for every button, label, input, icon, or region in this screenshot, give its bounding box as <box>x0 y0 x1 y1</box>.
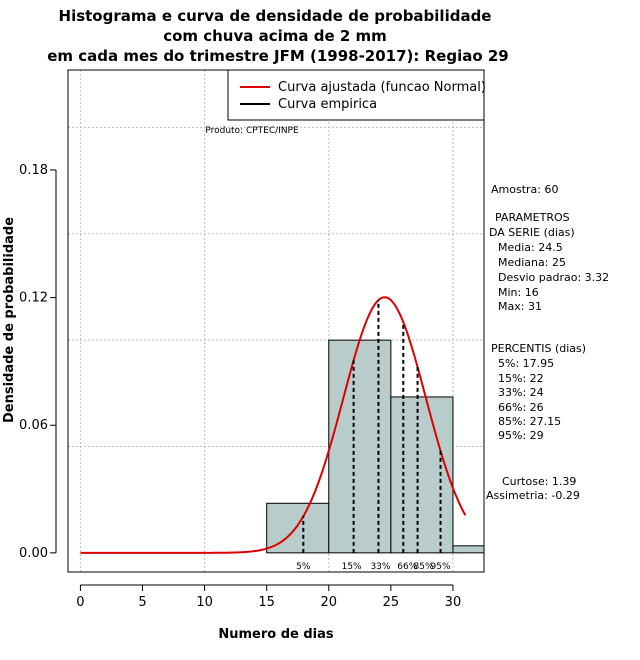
legend: Curva ajustada (funcao Normal) Curva emp… <box>227 69 486 121</box>
chart-title-line-1: Histograma e curva de densidade de proba… <box>59 7 492 25</box>
stat-percentis-title: PERCENTIS (dias) <box>491 342 586 355</box>
normal-curve-line <box>80 296 467 554</box>
percentile-label: 66% <box>397 562 417 572</box>
stat-parametros-title: PARAMETROS <box>495 211 570 224</box>
x-tick-label: 30 <box>445 595 462 610</box>
stat-media: Media: 24.5 <box>498 241 563 254</box>
grid-lines <box>68 70 484 572</box>
stat-mediana: Mediana: 25 <box>498 256 566 269</box>
stat-min: Min: 16 <box>498 286 539 299</box>
stat-p15: 15%: 22 <box>498 372 544 385</box>
legend-label-empirical: Curva empirica <box>278 97 377 112</box>
y-tick-label: 0.00 <box>19 546 48 561</box>
chart-title-line-3: em cada mes do trimestre JFM (1998-2017)… <box>47 47 509 65</box>
percentile-label: 95% <box>431 562 451 572</box>
histogram-bar <box>390 396 454 554</box>
x-tick-label: 10 <box>196 595 213 610</box>
percentile-label: 33% <box>370 562 390 572</box>
stat-amostra: Amostra: 60 <box>491 183 558 196</box>
stat-p66: 66%: 26 <box>498 401 544 414</box>
stat-p95: 95%: 29 <box>498 429 544 442</box>
y-tick-label: 0.06 <box>19 418 48 433</box>
stat-p85: 85%: 27.15 <box>498 415 561 428</box>
product-annotation: Produto: CPTEC/INPE <box>205 126 299 136</box>
stat-p5: 5%: 17.95 <box>498 357 554 370</box>
density-curve <box>80 296 467 554</box>
histogram-bar <box>328 339 392 554</box>
percentile-label: 15% <box>342 562 362 572</box>
histogram-bars <box>266 339 485 554</box>
statistics-panel: Amostra: 60 PARAMETROS DA SERIE (dias) M… <box>486 183 609 502</box>
percentile-label: 85% <box>414 562 434 572</box>
x-tick-label: 25 <box>383 595 400 610</box>
x-axis-label: Numero de dias <box>218 627 334 642</box>
y-tick-label: 0.18 <box>19 163 48 178</box>
x-tick-label: 5 <box>138 595 146 610</box>
x-tick-label: 15 <box>258 595 275 610</box>
legend-label-normal: Curva ajustada (funcao Normal) <box>278 80 486 95</box>
x-tick-label: 20 <box>321 595 338 610</box>
percentile-lines: 5% 15% 33% 66%85%95% <box>296 300 451 572</box>
y-axis-label: Densidade de probabilidade <box>2 217 17 423</box>
stat-desvio: Desvio padrao: 3.32 <box>498 271 609 284</box>
percentile-label: 5% <box>296 562 311 572</box>
axes: 0 5 10 15 20 25 30 0.00 0.06 0.12 0.18 <box>19 163 461 610</box>
y-tick-label: 0.12 <box>19 291 48 306</box>
histogram-bar <box>452 545 485 554</box>
x-tick-label: 0 <box>76 595 84 610</box>
stat-parametros-subtitle: DA SERIE (dias) <box>489 226 575 239</box>
stat-p33: 33%: 24 <box>498 386 544 399</box>
legend-box <box>227 69 485 121</box>
stat-assimetria: Assimetria: -0.29 <box>486 489 580 502</box>
chart-title-line-2: com chuva acima de 2 mm <box>163 27 387 45</box>
stat-max: Max: 31 <box>498 300 542 313</box>
stat-curtose: Curtose: 1.39 <box>502 475 576 488</box>
